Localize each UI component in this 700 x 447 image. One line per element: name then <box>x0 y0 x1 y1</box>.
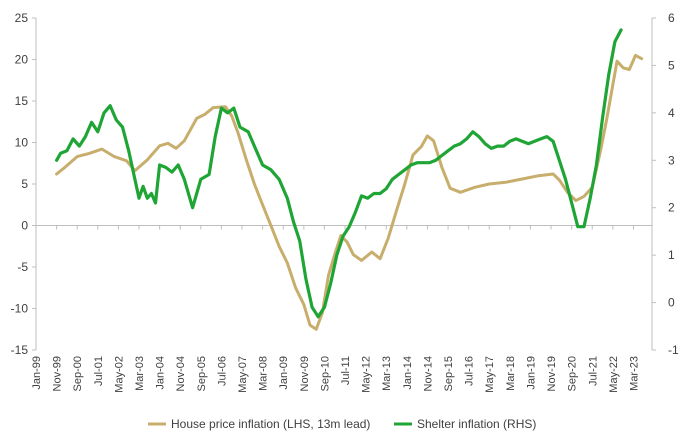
x-tick-label: Jan-14 <box>402 356 414 390</box>
left-tick-label: 10 <box>15 136 29 150</box>
x-tick-label: Jul-11 <box>340 356 352 385</box>
right-tick-label: -1 <box>668 343 679 357</box>
x-tick-label: Jan-99 <box>31 356 43 390</box>
x-tick-label: Jul-01 <box>93 356 105 386</box>
x-tick-label: Sep-20 <box>567 356 579 391</box>
left-tick-label: 5 <box>21 177 28 191</box>
x-tick-label: Mar-18 <box>505 356 517 391</box>
x-tick-label: Jul-21 <box>587 356 599 386</box>
x-tick-label: Sep-00 <box>72 356 84 391</box>
left-tick-label: 20 <box>15 53 29 67</box>
left-tick-label: -5 <box>17 260 28 274</box>
x-tick-label: Jan-19 <box>525 356 537 390</box>
x-tick-label: Jul-06 <box>216 356 228 386</box>
x-tick-label: Sep-10 <box>319 356 331 391</box>
series-line-2 <box>54 28 623 319</box>
legend-label-2: Shelter inflation (RHS) <box>417 417 536 431</box>
series-layer <box>54 28 644 331</box>
x-tick-label: May-12 <box>361 356 373 393</box>
x-tick-label: Nov-04 <box>175 356 187 391</box>
right-tick-label: 0 <box>668 296 675 310</box>
right-tick-label: 5 <box>668 58 675 72</box>
x-tick-label: May-22 <box>608 356 620 393</box>
x-tick-label: Jul-16 <box>464 356 476 386</box>
x-tick-label: Nov-19 <box>546 356 558 391</box>
x-tick-label: Nov-09 <box>299 356 311 391</box>
left-tick-label: -15 <box>11 343 29 357</box>
x-tick-label: May-02 <box>113 356 125 393</box>
x-tick-label: May-07 <box>237 356 249 393</box>
x-tick-label: May-17 <box>484 356 496 393</box>
right-tick-label: 3 <box>668 153 675 167</box>
right-tick-label: 6 <box>668 11 675 25</box>
right-tick-label: 4 <box>668 106 675 120</box>
right-tick-label: 1 <box>668 248 675 262</box>
x-tick-label: Mar-08 <box>258 356 270 391</box>
x-tick-label: Nov-14 <box>422 356 434 391</box>
x-tick-label: Mar-23 <box>628 356 640 391</box>
x-tick-label: Sep-15 <box>443 356 455 391</box>
x-tick-label: Sep-05 <box>196 356 208 391</box>
x-tick-label: Nov-99 <box>52 356 64 391</box>
x-tick-label: Jan-09 <box>278 356 290 390</box>
x-tick-label: Jan-04 <box>155 356 167 390</box>
left-tick-label: 15 <box>15 94 29 108</box>
right-tick-label: 2 <box>668 201 675 215</box>
x-tick-label: Mar-03 <box>134 356 146 391</box>
x-tick-label: Mar-13 <box>381 356 393 391</box>
left-tick-label: 0 <box>21 219 28 233</box>
legend: House price inflation (LHS, 13m lead) She… <box>148 417 536 431</box>
left-tick-label: -10 <box>11 302 29 316</box>
legend-label-1: House price inflation (LHS, 13m lead) <box>171 417 370 431</box>
left-tick-label: 25 <box>15 11 29 25</box>
